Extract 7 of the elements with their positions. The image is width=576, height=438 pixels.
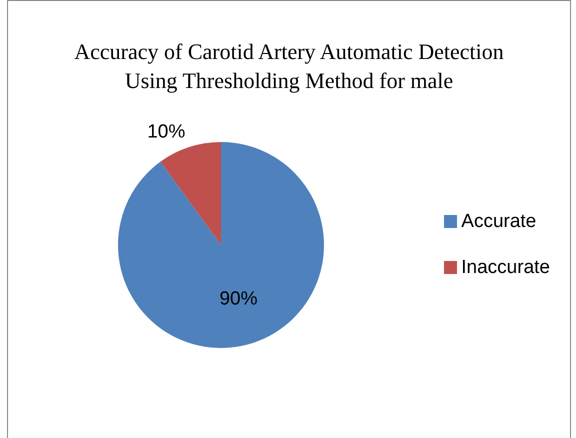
chart-title: Accuracy of Carotid Artery Automatic Detection Using Thresholding Method for male bbox=[73, 38, 505, 95]
pie-slice bbox=[160, 142, 221, 245]
legend-label: Accurate bbox=[461, 211, 536, 232]
data-label: 90% bbox=[219, 288, 258, 310]
legend-label: Inaccurate bbox=[461, 257, 550, 278]
data-label: 10% bbox=[147, 121, 186, 142]
pie-slice bbox=[118, 142, 324, 348]
